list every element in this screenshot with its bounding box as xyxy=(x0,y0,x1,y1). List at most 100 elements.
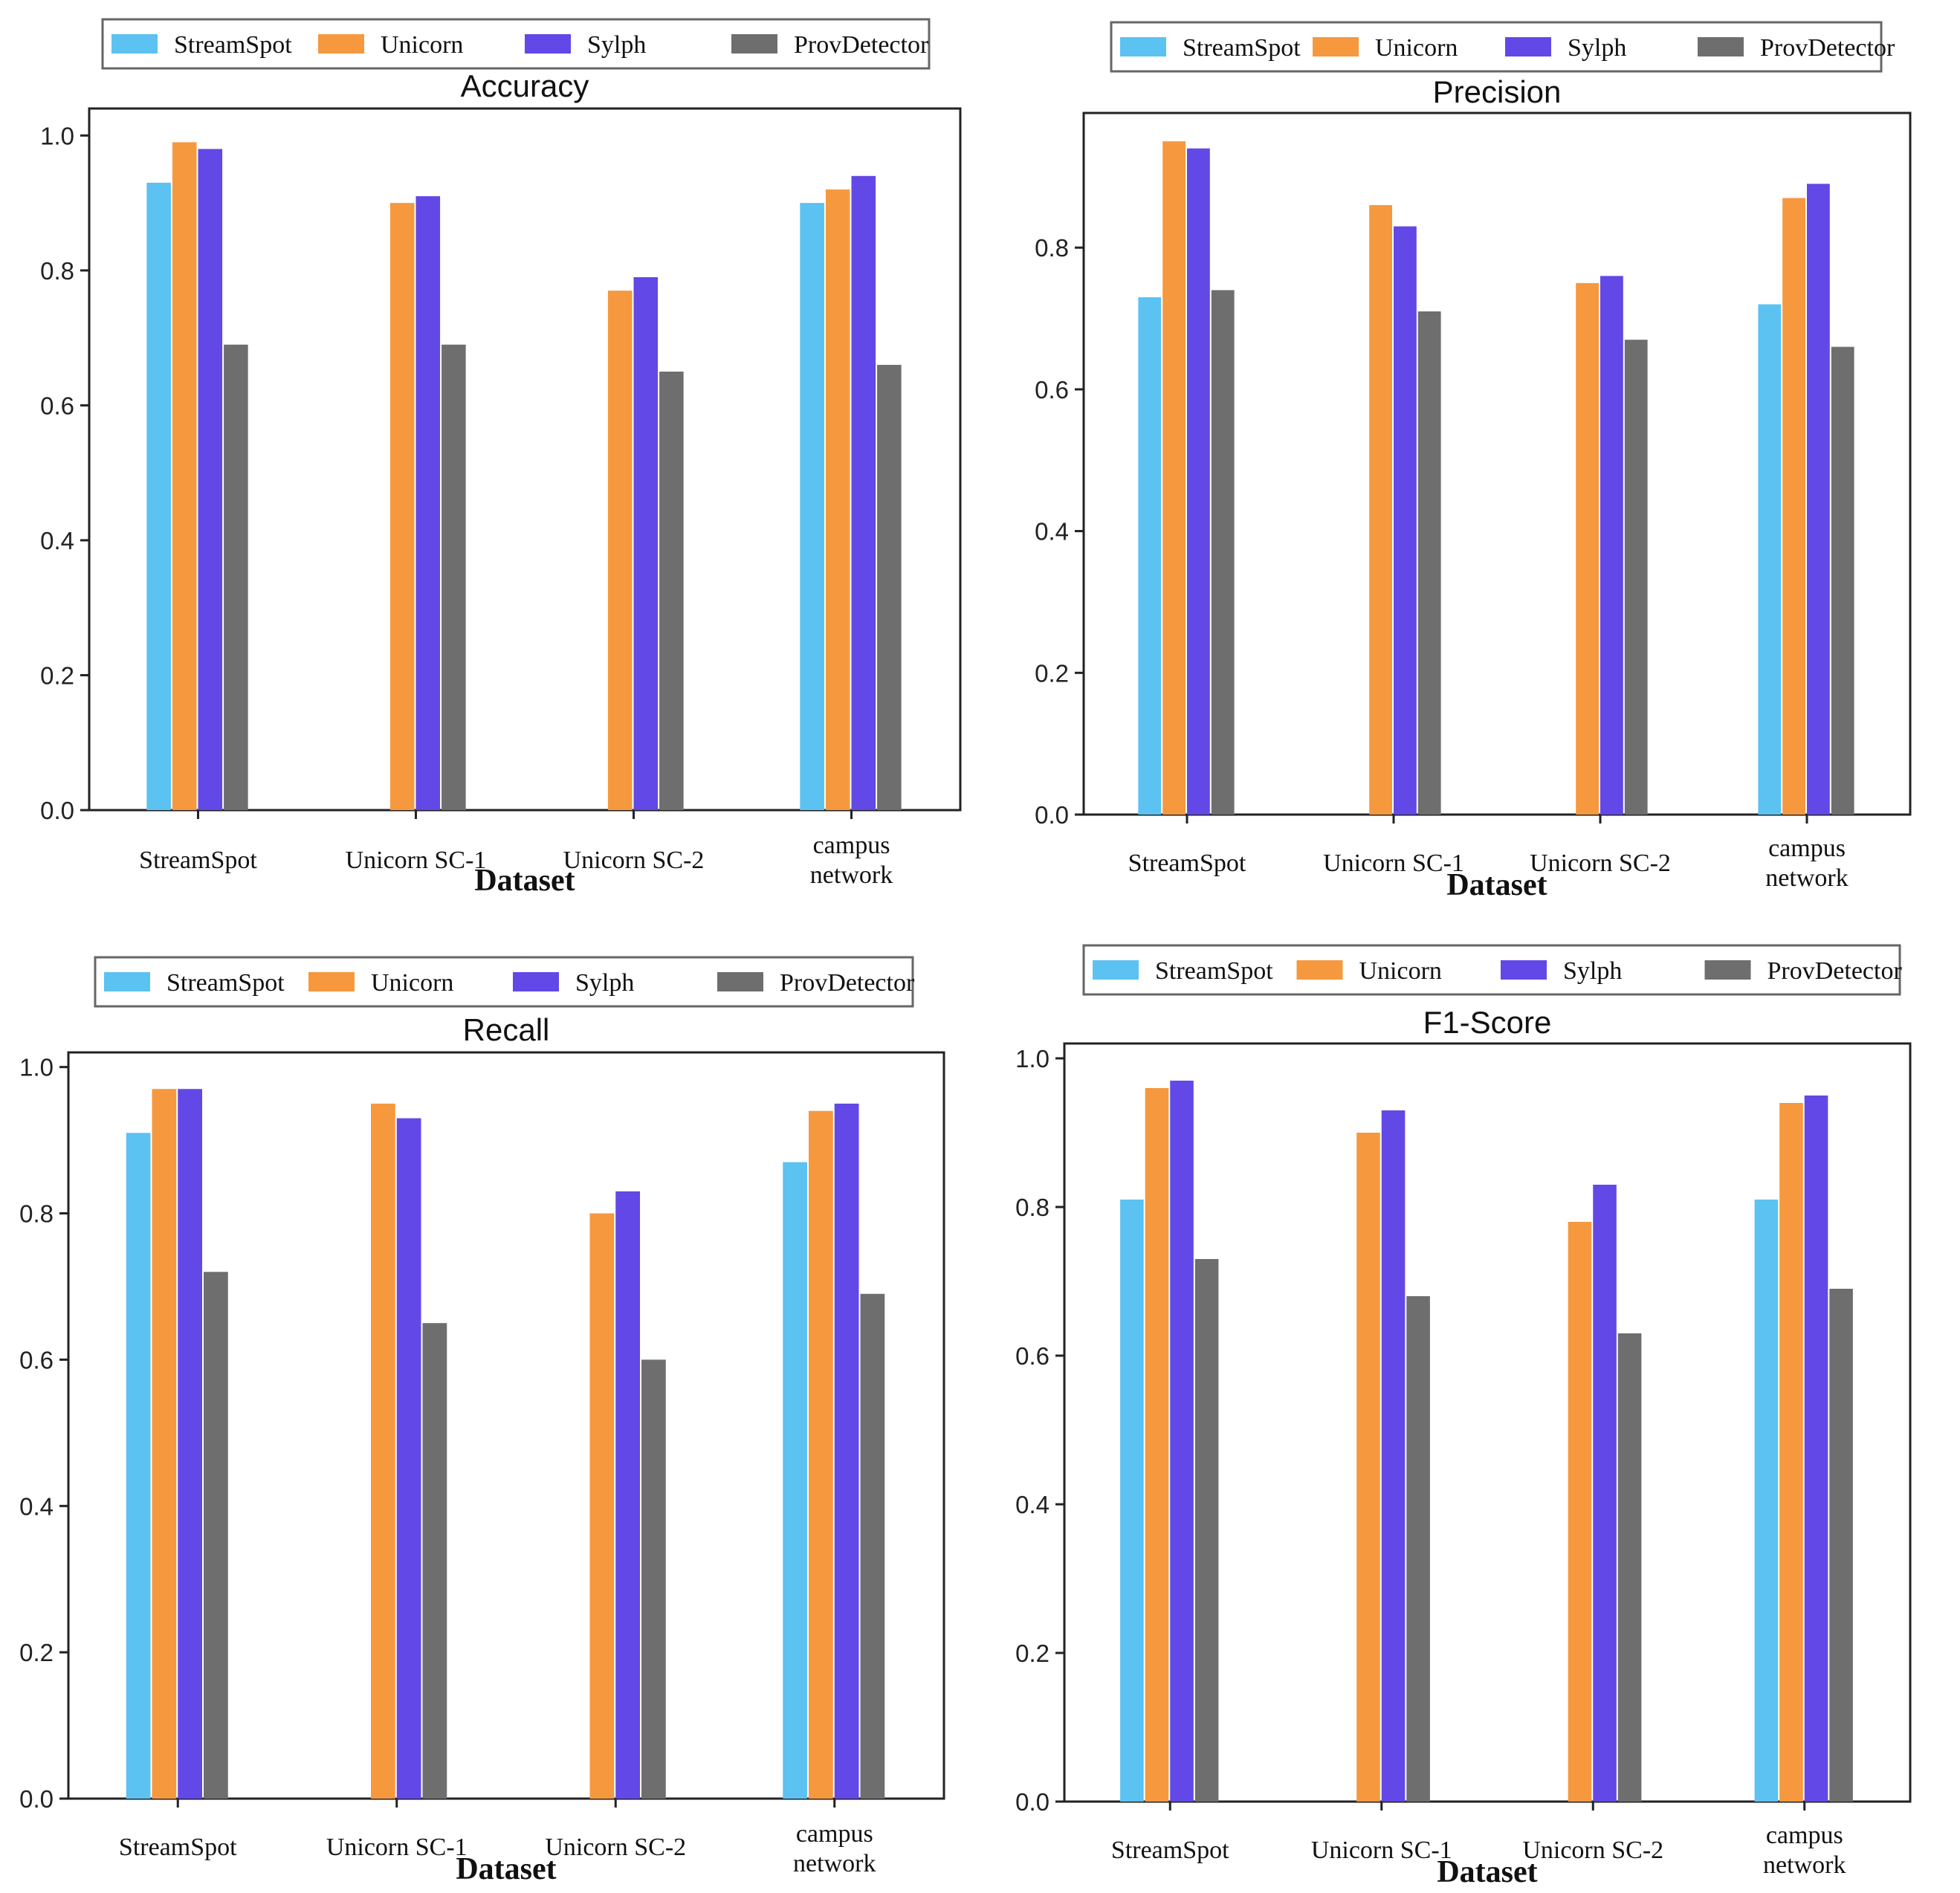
legend-swatch-1 xyxy=(308,972,355,991)
x-tick-label: campus xyxy=(1768,835,1846,862)
bar-provdetector-1 xyxy=(1406,1296,1430,1802)
y-tick-label: 0.6 xyxy=(19,1346,54,1373)
y-tick-label: 0.2 xyxy=(19,1639,54,1666)
y-tick-label: 0.8 xyxy=(1035,234,1069,262)
bar-unicorn-1 xyxy=(389,203,415,811)
bar-sylph-3 xyxy=(1807,184,1830,815)
y-tick-label: 0.8 xyxy=(1015,1194,1049,1221)
legend-swatch-2 xyxy=(1501,960,1547,980)
legend-box xyxy=(1082,944,1901,996)
chart-title: Precision xyxy=(1433,74,1562,109)
x-axis-label: Dataset xyxy=(456,1852,556,1886)
y-tick-label: 0.6 xyxy=(1015,1342,1049,1370)
x-tick-label: network xyxy=(1763,1851,1846,1879)
legend-label-3: ProvDetector xyxy=(1767,957,1903,985)
bar-provdetector-0 xyxy=(1194,1259,1219,1802)
bar-provdetector-2 xyxy=(1624,340,1648,815)
bar-streamspot-0 xyxy=(126,1133,151,1799)
y-tick-label: 0.0 xyxy=(40,797,74,824)
bar-sylph-1 xyxy=(1394,226,1417,815)
bar-unicorn-2 xyxy=(1576,282,1599,815)
legend-label-2: Sylph xyxy=(1568,34,1626,62)
x-tick-label: StreamSpot xyxy=(1128,850,1246,877)
legend-label-0: StreamSpot xyxy=(1155,957,1273,985)
y-tick-label: 0.2 xyxy=(40,661,74,689)
y-tick-label: 1.0 xyxy=(40,122,74,149)
bar-streamspot-3 xyxy=(1758,304,1782,815)
bar-sylph-2 xyxy=(1593,1185,1617,1802)
y-tick-label: 0.6 xyxy=(40,392,74,419)
legend-label-3: ProvDetector xyxy=(780,969,915,997)
legend-swatch-3 xyxy=(731,34,777,54)
chart-1: StreamSpot Unicorn Sylph ProvDetector Accura… xyxy=(40,18,962,898)
y-tick-label: 0.2 xyxy=(1015,1640,1049,1667)
legend-box xyxy=(101,18,931,70)
chart-title: Recall xyxy=(463,1012,550,1047)
legend-box xyxy=(94,956,914,1008)
bar-provdetector-3 xyxy=(877,364,902,810)
bar-unicorn-3 xyxy=(825,189,850,810)
bar-unicorn-2 xyxy=(589,1213,615,1799)
bar-streamspot-3 xyxy=(783,1162,807,1799)
legend-box xyxy=(1110,21,1883,73)
bar-sylph-3 xyxy=(834,1103,859,1799)
bar-provdetector-3 xyxy=(1829,1289,1853,1802)
legend-label-0: StreamSpot xyxy=(174,31,292,59)
x-tick-label: StreamSpot xyxy=(139,847,257,874)
x-tick-label: network xyxy=(793,1850,876,1877)
legend-swatch-0 xyxy=(1120,37,1166,56)
y-tick-label: 1.0 xyxy=(1015,1045,1049,1072)
bar-sylph-3 xyxy=(1804,1096,1828,1802)
legend-label-1: Unicorn xyxy=(371,969,453,997)
bar-unicorn-0 xyxy=(1145,1088,1169,1802)
bar-unicorn-2 xyxy=(607,291,633,811)
chart-title: Accuracy xyxy=(461,68,589,103)
legend-label-2: Sylph xyxy=(587,31,646,59)
chart-4: StreamSpot Unicorn Sylph ProvDetector F1-Sco… xyxy=(1015,944,1912,1889)
x-tick-label: Unicorn SC-2 xyxy=(563,847,705,874)
bar-unicorn-1 xyxy=(1356,1133,1380,1802)
bar-provdetector-2 xyxy=(659,372,684,810)
bar-unicorn-3 xyxy=(808,1110,833,1799)
y-tick-label: 0.0 xyxy=(1035,801,1069,829)
bar-provdetector-0 xyxy=(1211,290,1235,815)
legend-swatch-2 xyxy=(525,34,571,54)
legend-label-3: ProvDetector xyxy=(794,31,929,59)
x-axis-label: Dataset xyxy=(1446,868,1547,902)
legend-swatch-0 xyxy=(1093,960,1139,980)
x-tick-label: StreamSpot xyxy=(119,1834,237,1861)
x-tick-label: network xyxy=(810,861,893,889)
legend-swatch-1 xyxy=(318,34,364,54)
legend-swatch-2 xyxy=(513,972,559,991)
bar-provdetector-3 xyxy=(860,1293,885,1799)
legend-swatch-3 xyxy=(717,972,763,991)
bar-provdetector-1 xyxy=(442,344,466,810)
legend-swatch-3 xyxy=(1698,37,1744,56)
legend-swatch-0 xyxy=(111,34,158,54)
bar-unicorn-3 xyxy=(1782,198,1805,815)
bar-sylph-0 xyxy=(198,149,223,810)
bar-unicorn-0 xyxy=(172,142,197,810)
legend-label-0: StreamSpot xyxy=(166,969,285,997)
legend-label-0: StreamSpot xyxy=(1183,34,1301,62)
x-tick-label: Unicorn SC-1 xyxy=(326,1834,468,1861)
y-tick-label: 0.0 xyxy=(1015,1788,1049,1816)
bar-sylph-2 xyxy=(633,276,659,810)
bar-streamspot-0 xyxy=(1120,1200,1144,1802)
y-tick-label: 0.6 xyxy=(1035,376,1069,404)
bar-sylph-1 xyxy=(1381,1110,1406,1802)
bar-provdetector-0 xyxy=(204,1272,228,1799)
bar-sylph-3 xyxy=(851,175,876,810)
x-tick-label: campus xyxy=(1766,1822,1843,1849)
bar-sylph-0 xyxy=(1170,1081,1194,1802)
legend-swatch-1 xyxy=(1296,960,1343,980)
y-tick-label: 0.8 xyxy=(40,257,74,285)
bar-provdetector-1 xyxy=(1417,311,1441,815)
bar-sylph-2 xyxy=(615,1191,641,1799)
legend-swatch-0 xyxy=(104,972,150,991)
legend-label-2: Sylph xyxy=(1563,957,1622,985)
x-tick-label: campus xyxy=(796,1820,873,1848)
x-tick-label: Unicorn SC-1 xyxy=(346,847,487,874)
bar-unicorn-0 xyxy=(1162,141,1186,815)
x-tick-label: StreamSpot xyxy=(1111,1837,1229,1864)
